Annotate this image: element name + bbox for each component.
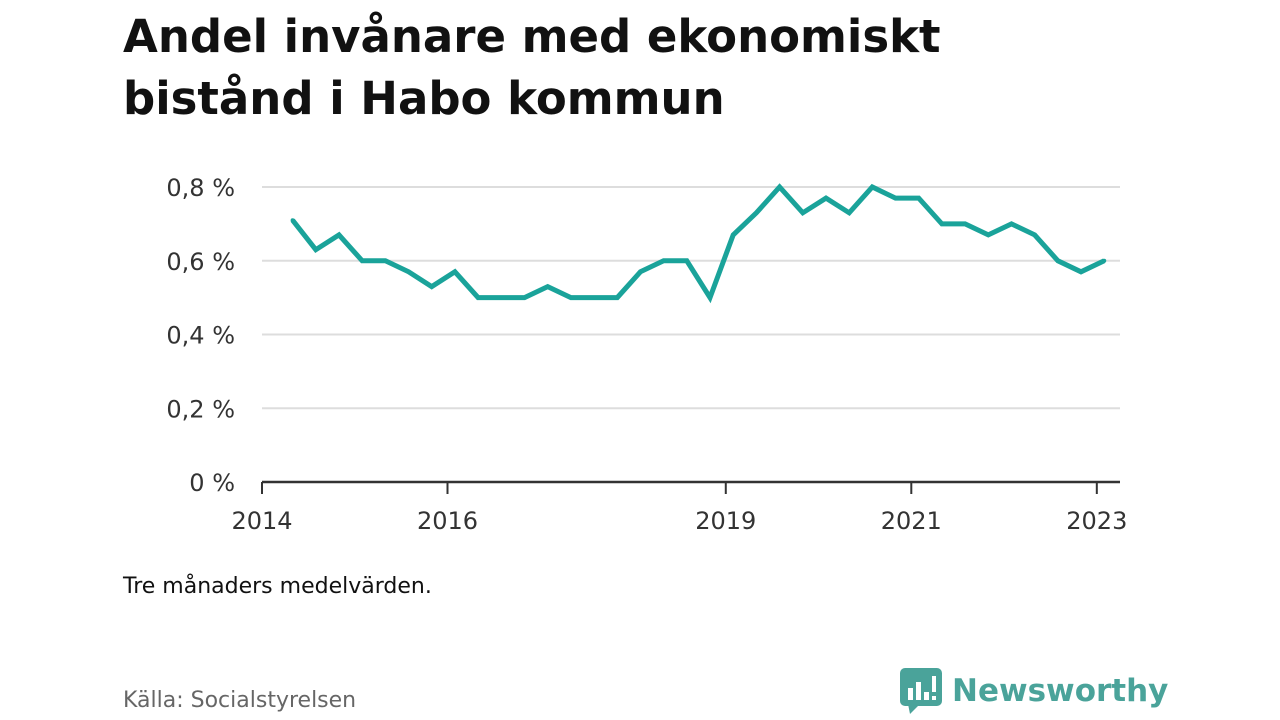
data-point [429,284,434,289]
data-point [731,232,736,237]
y-tick-label: 0,4 % [166,322,235,350]
data-point [823,196,828,201]
x-tick-label: 2014 [231,507,292,535]
data-point [1055,258,1060,263]
data-point [1102,258,1107,263]
x-tick-label: 2016 [417,507,478,535]
data-point [383,258,388,263]
data-point [963,221,968,226]
data-point [313,247,318,252]
data-point [708,295,713,300]
data-point [499,295,504,300]
newsworthy-logo-icon [900,668,942,714]
data-point [870,185,875,189]
data-point [777,185,782,189]
data-point [916,196,921,201]
data-point [1009,221,1014,226]
data-point [684,258,689,263]
data-series-line [290,183,1106,304]
data-point [592,295,597,300]
line-chart: 0 % 0,2 % 0,4 % 0,6 % 0,8 % 2014 2016 2019 2021 2… [166,174,1127,535]
data-point [986,232,991,237]
data-point [847,210,852,215]
x-tick-label: 2019 [695,507,756,535]
y-tick-label: 0,6 % [166,248,235,276]
data-point [638,269,643,274]
x-tick-label: 2023 [1066,507,1127,535]
data-point [568,295,573,300]
y-tick-label: 0,2 % [166,395,235,423]
logo-text: Newsworthy [952,673,1169,709]
data-point [615,295,620,300]
source-label: Källa: Socialstyrelsen [123,688,357,713]
y-tick-label: 0,8 % [166,174,235,202]
data-point [290,218,295,223]
chart-note: Tre månaders medelvärden. [123,574,432,599]
data-point [1079,269,1084,274]
x-tick-label: 2021 [881,507,942,535]
chart-title: Andel invånare med ekonomiskt bistånd i … [123,10,941,125]
data-point [800,210,805,215]
data-point [476,295,481,300]
newsworthy-logo: Newsworthy [900,668,1168,714]
data-point [1032,232,1037,237]
y-tick-label: 0 % [189,469,235,497]
data-point [360,258,365,263]
data-point [661,258,666,263]
data-point [336,232,341,237]
data-point [545,284,550,289]
data-point [754,210,759,215]
data-point [939,221,944,226]
data-point [452,269,457,274]
data-point [522,295,527,300]
data-point [406,269,411,274]
data-point [893,196,898,201]
